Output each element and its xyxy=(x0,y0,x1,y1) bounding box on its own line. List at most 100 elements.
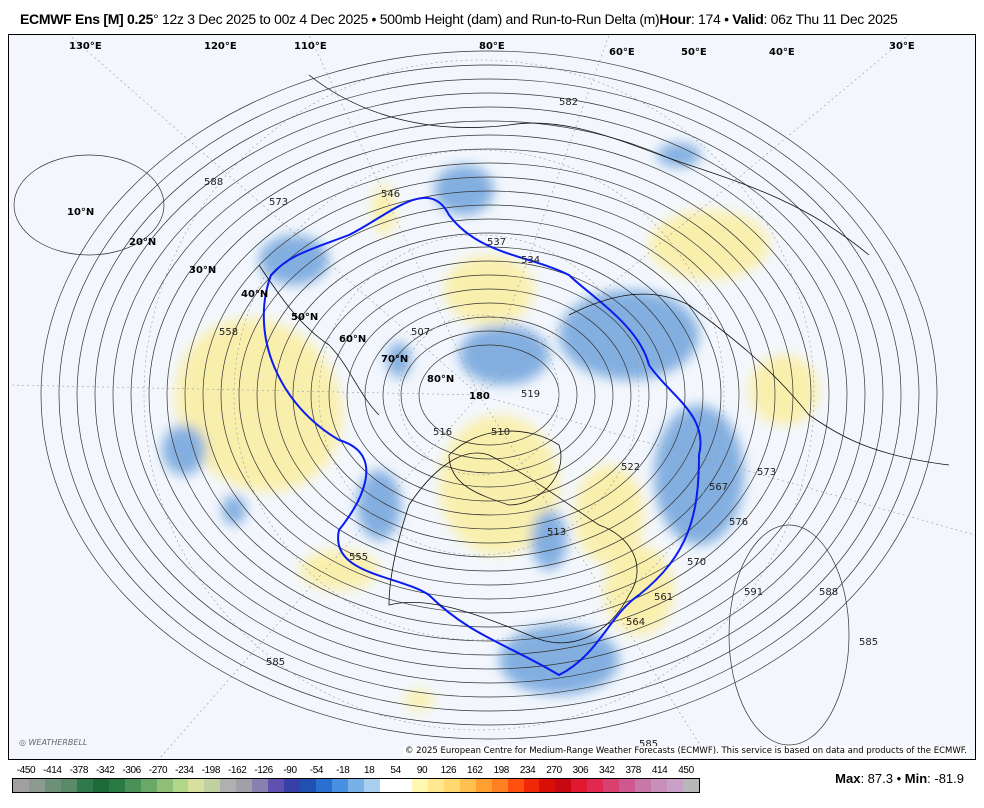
contour-label: 546 xyxy=(381,189,400,200)
colorbar-label: -270 xyxy=(148,765,168,776)
height-contour xyxy=(328,274,650,516)
height-contour xyxy=(76,78,902,712)
colorbar-swatch xyxy=(92,779,109,792)
latitude-label: 60°N xyxy=(339,334,366,345)
negative-anomaly xyxy=(559,290,699,380)
positive-anomaly xyxy=(444,255,534,325)
latitude-label: 70°N xyxy=(381,354,408,365)
colorbar-label: 342 xyxy=(599,765,615,776)
contour-label: 585 xyxy=(859,637,878,648)
colorbar-label: -450 xyxy=(16,765,36,776)
contour-label: 537 xyxy=(487,237,506,248)
positive-anomaly xyxy=(439,415,559,555)
longitude-label: 80°E xyxy=(479,41,505,52)
max-min-stats: Max: 87.3 • Min: -81.9 xyxy=(835,771,964,786)
negative-anomaly xyxy=(434,165,494,215)
height-contour xyxy=(238,204,740,586)
colorbar-label: 198 xyxy=(493,765,509,776)
colorbar-swatch xyxy=(220,779,237,792)
colorbar-label: -378 xyxy=(69,765,89,776)
positive-anomaly xyxy=(175,318,343,492)
contour-label: 588 xyxy=(819,587,838,598)
colorbar-swatch xyxy=(140,779,157,792)
negative-anomaly xyxy=(531,510,567,570)
height-contour xyxy=(148,134,830,656)
height-contour xyxy=(256,218,722,572)
colorbar-swatch xyxy=(683,779,699,792)
colorbar xyxy=(12,778,700,793)
colorbar-swatch xyxy=(284,779,301,792)
colorbar-swatch xyxy=(603,779,620,792)
contour-label: 507 xyxy=(411,327,430,338)
contour-label: 558 xyxy=(219,327,238,338)
colorbar-swatch xyxy=(475,779,492,792)
colorbar-label: 414 xyxy=(651,765,668,776)
latitude-label: 20°N xyxy=(129,237,156,248)
height-contour xyxy=(382,316,596,474)
colorbar-swatch xyxy=(395,779,412,792)
height-contour xyxy=(220,190,758,600)
contour-label: 516 xyxy=(433,427,452,438)
positive-anomaly xyxy=(299,550,379,590)
longitude-label: 30°E xyxy=(889,41,915,52)
map-canvas: 10°N 20°N 30°N 40°N 50°N 60°N 70°N 80°N 130°E 12… xyxy=(9,35,975,759)
contour-label: 561 xyxy=(654,592,673,603)
contour-label: 510 xyxy=(491,427,510,438)
height-contour xyxy=(40,50,938,740)
height-contour xyxy=(112,106,866,684)
colorbar-swatch xyxy=(316,779,333,792)
latitude-label: 80°N xyxy=(427,374,454,385)
colorbar-label: -18 xyxy=(336,765,350,776)
copyright-notice: © 2025 European Centre for Medium-Range … xyxy=(402,746,969,756)
positive-anomaly xyxy=(372,185,396,235)
contour-label: 582 xyxy=(559,97,578,108)
colorbar-swatch xyxy=(300,779,317,792)
colorbar-swatch xyxy=(667,779,684,792)
colorbar-label: -414 xyxy=(43,765,62,776)
height-contour xyxy=(58,64,920,726)
colorbar-swatch xyxy=(651,779,668,792)
colorbar-swatch xyxy=(124,779,141,792)
positive-anomaly xyxy=(749,355,819,425)
height-contour xyxy=(364,302,614,488)
colorbar-swatch xyxy=(619,779,636,792)
contour-label: 573 xyxy=(269,197,288,208)
longitude-label: 60°E xyxy=(609,47,635,58)
colorbar-label: 18 xyxy=(364,765,375,776)
height-contour xyxy=(346,288,632,502)
colorbar-label: 90 xyxy=(416,765,428,776)
colorbar-label: 126 xyxy=(440,765,457,776)
colorbar-swatch xyxy=(172,779,189,792)
colorbar-swatch xyxy=(60,779,77,792)
colorbar-swatch xyxy=(188,779,205,792)
colorbar-swatch xyxy=(539,779,556,792)
weather-map: 10°N 20°N 30°N 40°N 50°N 60°N 70°N 80°N 130°E 12… xyxy=(8,34,976,760)
colorbar-label: -198 xyxy=(201,765,221,776)
latitude-label: 30°N xyxy=(189,265,216,276)
colorbar-label: -54 xyxy=(309,765,324,776)
colorbar-swatch xyxy=(363,779,380,792)
colorbar-label: -234 xyxy=(175,765,194,776)
colorbar-label: 54 xyxy=(390,765,401,776)
colorbar-swatch xyxy=(459,779,476,792)
graticule xyxy=(9,35,975,759)
colorbar-swatch xyxy=(252,779,269,792)
height-contour xyxy=(728,524,850,746)
contour-label: 588 xyxy=(204,177,223,188)
colorbar-swatch xyxy=(44,779,61,792)
negative-anomaly xyxy=(387,342,411,378)
colorbar-swatch xyxy=(443,779,460,792)
colorbar-label: -90 xyxy=(283,765,297,776)
height-contour xyxy=(202,176,776,614)
contour-label: 585 xyxy=(639,739,658,750)
contour-label: 519 xyxy=(521,389,540,400)
positive-anomaly xyxy=(649,210,769,280)
longitude-labels: 130°E 120°E 110°E 80°E 60°E 50°E 40°E 30°E 180 xyxy=(69,41,915,402)
colorbar-label: 234 xyxy=(519,765,536,776)
height-contour xyxy=(400,330,578,460)
height-contour xyxy=(94,92,884,698)
colorbar-label: 306 xyxy=(572,765,589,776)
colorbar-swatch xyxy=(348,779,364,792)
colorbar-swatch xyxy=(571,779,588,792)
colorbar-swatch xyxy=(236,779,253,792)
